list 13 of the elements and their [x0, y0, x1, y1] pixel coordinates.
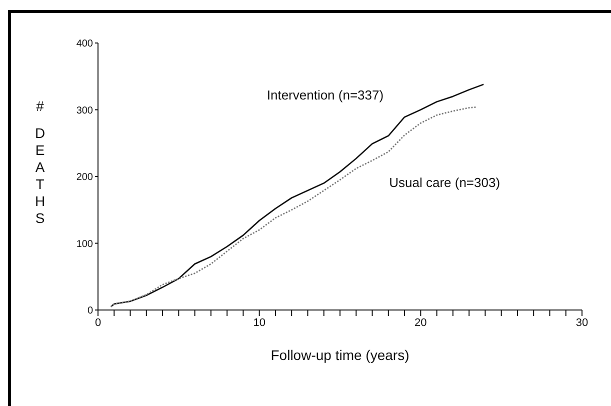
y-tick-label: 300 — [76, 105, 94, 116]
y-tick-label: 0 — [87, 306, 94, 317]
y-tick-label: 400 — [76, 38, 94, 50]
x-tick-label: 20 — [414, 316, 427, 329]
series-label: Usual care (n=303) — [389, 175, 500, 190]
x-tick-label: 0 — [94, 316, 102, 329]
y-tick-label: 100 — [76, 238, 94, 250]
x-axis-title: Follow-up time (years) — [270, 347, 410, 363]
series-label: Intervention (n=337) — [266, 87, 384, 102]
x-tick-label: 30 — [576, 316, 588, 329]
y-axis-title: # DEATHS — [34, 98, 46, 227]
y-tick-label: 200 — [76, 172, 94, 184]
x-tick-label: 10 — [253, 316, 266, 329]
